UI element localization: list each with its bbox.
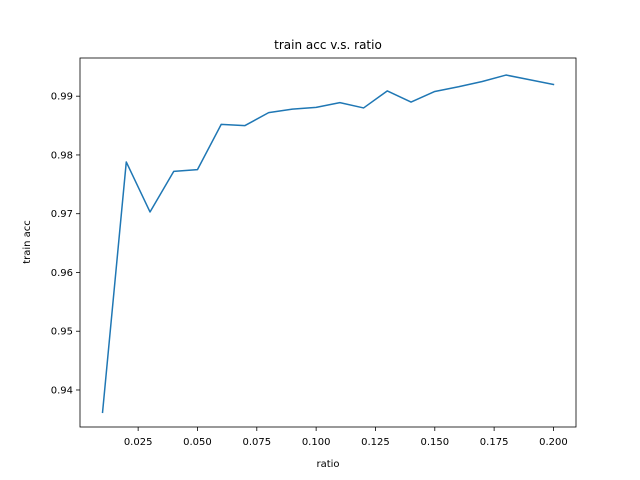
plot-area: 0.025 0.050 0.075 0.100 0.125 0.150 0.175 0.200… bbox=[51, 74, 568, 448]
x-tick-label: 0.025 bbox=[124, 437, 153, 448]
y-tick-label: 0.96 bbox=[51, 268, 73, 279]
x-tick-label: 0.175 bbox=[480, 437, 509, 448]
x-tick-label: 0.150 bbox=[420, 437, 449, 448]
y-tick-label: 0.94 bbox=[51, 385, 73, 396]
x-axis-label: ratio bbox=[316, 459, 339, 470]
axes-frame bbox=[79, 57, 577, 428]
chart-title: train acc v.s. ratio bbox=[274, 38, 382, 52]
x-tick-label: 0.200 bbox=[539, 437, 568, 448]
y-tick-label: 0.95 bbox=[51, 327, 73, 338]
y-tick-label: 0.99 bbox=[51, 92, 73, 103]
x-tick-label: 0.125 bbox=[361, 437, 390, 448]
y-tick-label: 0.98 bbox=[51, 150, 73, 161]
x-tick-label: 0.100 bbox=[302, 437, 331, 448]
x-tick-label: 0.050 bbox=[183, 437, 212, 448]
y-tick-label: 0.97 bbox=[51, 209, 73, 220]
series-line bbox=[101, 74, 555, 414]
x-tick-label: 0.075 bbox=[242, 437, 271, 448]
y-axis-label: train acc bbox=[22, 220, 33, 264]
